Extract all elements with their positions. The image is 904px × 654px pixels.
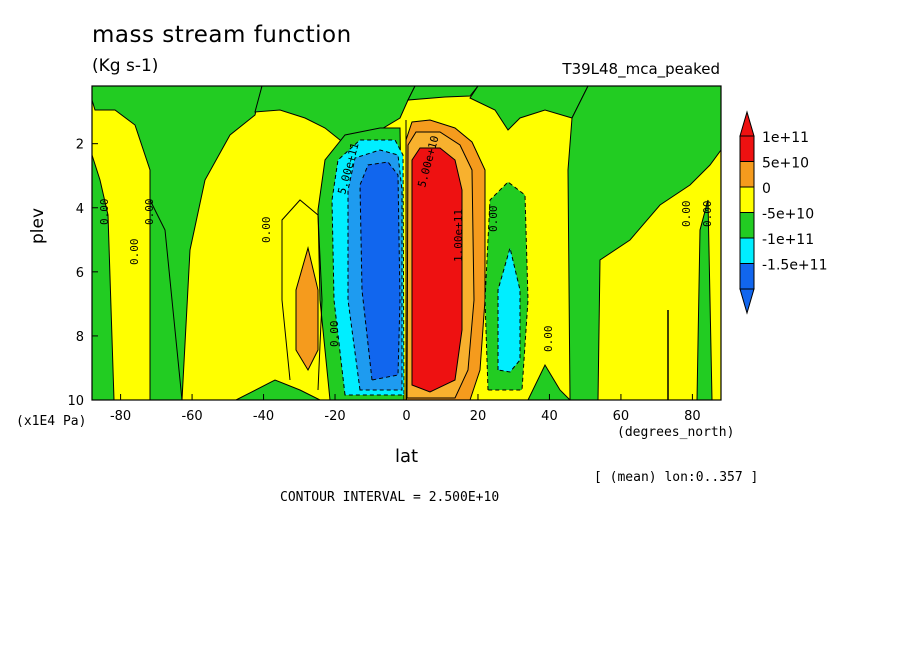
legend-label-3: -5e+10	[762, 207, 814, 223]
x-tick-label-0: -80	[110, 409, 131, 424]
y-axis: 2 4 6 8 10	[67, 138, 98, 409]
color-legend: 1e+11 5e+10 0 -5e+10 -1e+11 -1.5e+11	[739, 110, 827, 315]
legend-swatch-0	[739, 135, 755, 162]
legend-swatch-1	[739, 161, 755, 188]
northern-cell-core	[411, 147, 463, 393]
contour-label-6: 0.00	[128, 239, 141, 266]
legend-label-0: 1e+11	[762, 130, 809, 146]
south-lobe-outer	[281, 199, 323, 391]
legend-label-2: 0	[762, 181, 771, 197]
green-region-north-band	[567, 86, 721, 400]
contour-label-11: 0.00	[680, 201, 693, 228]
green-region-south	[92, 86, 263, 400]
legend-label-4: -1e+11	[762, 232, 814, 248]
legend-swatch-5	[739, 263, 755, 290]
green-region-bottom-south	[235, 379, 321, 400]
south-lobe-orange	[295, 246, 319, 372]
green-region-far-south	[92, 154, 115, 400]
y-tick-label-4: 10	[67, 394, 84, 409]
x-tick-label-6: 40	[541, 409, 558, 424]
legend-swatch-4	[739, 237, 755, 264]
legend-label-1: 5e+10	[762, 156, 809, 172]
legend-swatch-2	[739, 186, 755, 213]
y-axis-unit: (x1E4 Pa)	[16, 414, 87, 429]
x-tick-label-4: 0	[402, 409, 410, 424]
north-lobe-cyan	[497, 246, 521, 373]
x-axis: -80 -60 -40 -20 0 20 40 60 80	[110, 394, 701, 424]
legend-under-arrow	[739, 288, 755, 315]
legend-swatch-3	[739, 212, 755, 239]
legend-over-arrow	[739, 110, 755, 137]
legend-label-5: -1.5e+11	[762, 258, 827, 274]
y-tick-label-1: 4	[76, 202, 84, 217]
x-tick-label-8: 80	[684, 409, 701, 424]
y-tick-label-0: 2	[76, 138, 84, 153]
green-region-center-top	[407, 86, 479, 101]
contour-label-2: 1.00e+11	[452, 209, 465, 262]
x-tick-label-1: -60	[181, 409, 202, 424]
southern-cell-core	[359, 161, 401, 381]
y-tick-label-3: 8	[76, 330, 84, 345]
chart-title: mass stream function	[92, 22, 352, 48]
contour-label-5: 0.00	[143, 199, 156, 226]
x-axis-unit: (degrees_north)	[617, 425, 735, 440]
contour-interval-note: CONTOUR INTERVAL = 2.500E+10	[280, 490, 500, 505]
y-tick-label-2: 6	[76, 266, 84, 281]
contour-label-10: 0.00	[542, 326, 555, 353]
y-axis-title: plev	[28, 207, 48, 244]
contour-field	[92, 86, 721, 400]
contour-label-7: 0.00	[260, 217, 273, 244]
green-region-south-inner	[149, 199, 183, 400]
chart-units: (Kg s-1)	[92, 56, 159, 76]
subset-note: [ (mean) lon:0..357 ]	[594, 470, 759, 485]
contour-label-4: 0.00	[98, 199, 111, 226]
x-tick-label-5: 20	[470, 409, 487, 424]
green-region-bottom-north	[527, 363, 571, 400]
x-tick-label-7: 60	[613, 409, 630, 424]
x-tick-label-2: -40	[253, 409, 274, 424]
green-region-north-strip	[696, 199, 713, 400]
contour-label-12: 0.00	[701, 201, 714, 228]
contour-label-9: 0.00	[487, 206, 500, 233]
contour-label-8: 0.00	[328, 321, 341, 348]
run-label: T39L48_mca_peaked	[562, 60, 720, 78]
x-axis-title: lat	[395, 446, 419, 467]
x-tick-label-3: -20	[324, 409, 345, 424]
